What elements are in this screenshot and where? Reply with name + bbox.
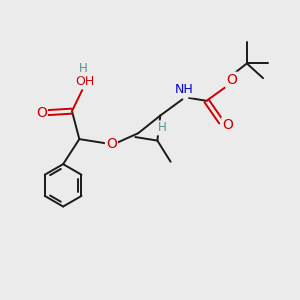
- Text: O: O: [36, 106, 47, 120]
- Text: O: O: [222, 118, 233, 132]
- Text: O: O: [106, 136, 117, 151]
- Text: OH: OH: [75, 75, 94, 88]
- Text: O: O: [226, 73, 237, 87]
- Text: H: H: [80, 62, 88, 75]
- Text: H: H: [158, 122, 166, 134]
- Text: NH: NH: [175, 83, 194, 96]
